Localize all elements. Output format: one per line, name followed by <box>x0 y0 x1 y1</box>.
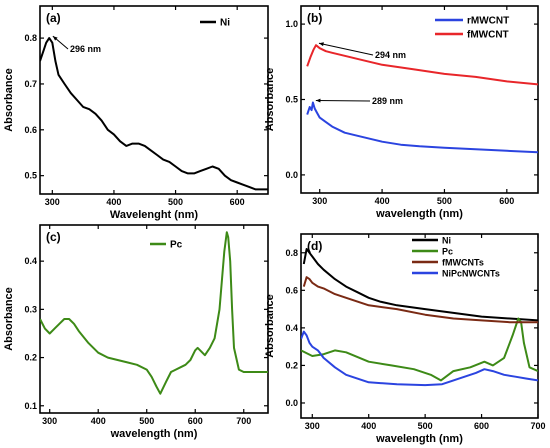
legend-label: Pc <box>442 247 453 257</box>
x-tick-label: 300 <box>305 421 320 431</box>
plot-frame <box>300 233 539 419</box>
plot-frame <box>39 5 269 195</box>
y-tick-label: 0.6 <box>24 125 37 135</box>
annotation-label: 294 nm <box>375 50 406 60</box>
panel-label: (a) <box>46 11 61 25</box>
x-tick-label: 500 <box>168 197 183 207</box>
x-tick-label: 700 <box>236 416 251 426</box>
y-tick-label: 0.7 <box>24 79 37 89</box>
series-line-rmwcnt <box>306 101 538 154</box>
legend-label: Pc <box>170 240 183 251</box>
y-tick-label: 0.8 <box>24 33 37 43</box>
y-axis-label: Absorbance <box>3 68 15 132</box>
legend-label: fMWCNT <box>467 30 509 41</box>
y-axis-label: Absorbance <box>3 287 15 351</box>
panel-label: (c) <box>46 230 61 244</box>
x-axis-label: wavelength (nm) <box>375 208 463 220</box>
x-tick-label: 400 <box>91 416 106 426</box>
legend: rMWCNT fMWCNT <box>435 16 509 41</box>
x-axis-label: wavelength (nm) <box>375 433 463 445</box>
x-tick-label: 600 <box>188 416 203 426</box>
y-tick-label: 0.2 <box>285 360 298 370</box>
x-tick-label: 500 <box>437 196 452 206</box>
y-axis-label: Absorbance <box>264 68 276 132</box>
annotation-arrowhead <box>52 36 58 41</box>
panel-b: 300 400 500 600 0.0 0.5 1.0 wavelength (nm) Abso… <box>264 5 539 220</box>
x-tick-label: 500 <box>418 421 433 431</box>
annotation-label: 296 nm <box>70 44 101 54</box>
series-line-ni <box>302 248 538 322</box>
panel-c: 300 400 500 600 700 0.1 0.2 0.3 0.4 wavelength (n… <box>3 224 269 440</box>
x-axis-label: Wavelenght (nm) <box>110 209 199 221</box>
legend: Ni <box>200 18 230 29</box>
panel-label: (d) <box>307 239 322 253</box>
legend-label: NiPcNWCNTs <box>442 269 500 279</box>
panel-label: (b) <box>307 11 322 25</box>
plot-frame <box>39 224 269 414</box>
y-tick-label: 0.4 <box>285 323 298 333</box>
panel-d: 300 400 500 600 700 0.0 0.2 0.4 0.6 0.8 wavelength… <box>264 233 546 445</box>
x-tick-label: 600 <box>474 421 489 431</box>
x-tick-label: 700 <box>530 421 545 431</box>
y-tick-label: 0.6 <box>285 285 298 295</box>
legend-label: Ni <box>220 18 230 29</box>
x-tick-label: 400 <box>106 197 121 207</box>
y-tick-label: 0.0 <box>285 170 298 180</box>
legend: Pc <box>150 240 183 251</box>
x-tick-label: 600 <box>230 197 245 207</box>
y-tick-label: 0.8 <box>285 248 298 258</box>
annotation-label: 289 nm <box>372 96 403 106</box>
annotation-arrowhead <box>315 98 321 103</box>
y-tick-label: 0.5 <box>24 171 37 181</box>
y-tick-label: 0.2 <box>24 353 37 363</box>
y-tick-label: 1.0 <box>285 19 298 29</box>
y-tick-label: 0.4 <box>24 256 37 266</box>
x-tick-label: 300 <box>45 197 60 207</box>
y-tick-label: 0.1 <box>24 401 37 411</box>
series-line-ni <box>40 37 268 191</box>
series-line-nipcnwcnts <box>301 330 538 387</box>
panel-a: 300 400 500 600 0.5 0.6 0.7 0.8 Wavelenght (nm) A… <box>3 5 269 221</box>
x-tick-label: 500 <box>139 416 154 426</box>
legend-label: Ni <box>442 236 451 246</box>
legend-label: fMWCNTs <box>442 258 484 268</box>
series-line-pc <box>301 317 538 382</box>
annotation-arrow <box>318 42 374 56</box>
legend-label: rMWCNT <box>467 16 509 27</box>
x-tick-label: 300 <box>42 416 57 426</box>
x-axis-label: wavelength (nm) <box>110 428 198 440</box>
series-line-fmwcnts <box>302 276 538 324</box>
y-axis-label: Absorbance <box>264 294 276 358</box>
series-line-pc <box>40 231 268 395</box>
annotation-arrowhead <box>318 42 324 47</box>
y-tick-label: 0.5 <box>285 95 298 105</box>
y-tick-label: 0.0 <box>285 398 298 408</box>
x-tick-label: 600 <box>499 196 514 206</box>
y-tick-label: 0.3 <box>24 304 37 314</box>
series-line-fmwcnt <box>306 44 538 86</box>
x-tick-label: 400 <box>361 421 376 431</box>
x-tick-label: 400 <box>375 196 390 206</box>
x-tick-label: 300 <box>312 196 327 206</box>
